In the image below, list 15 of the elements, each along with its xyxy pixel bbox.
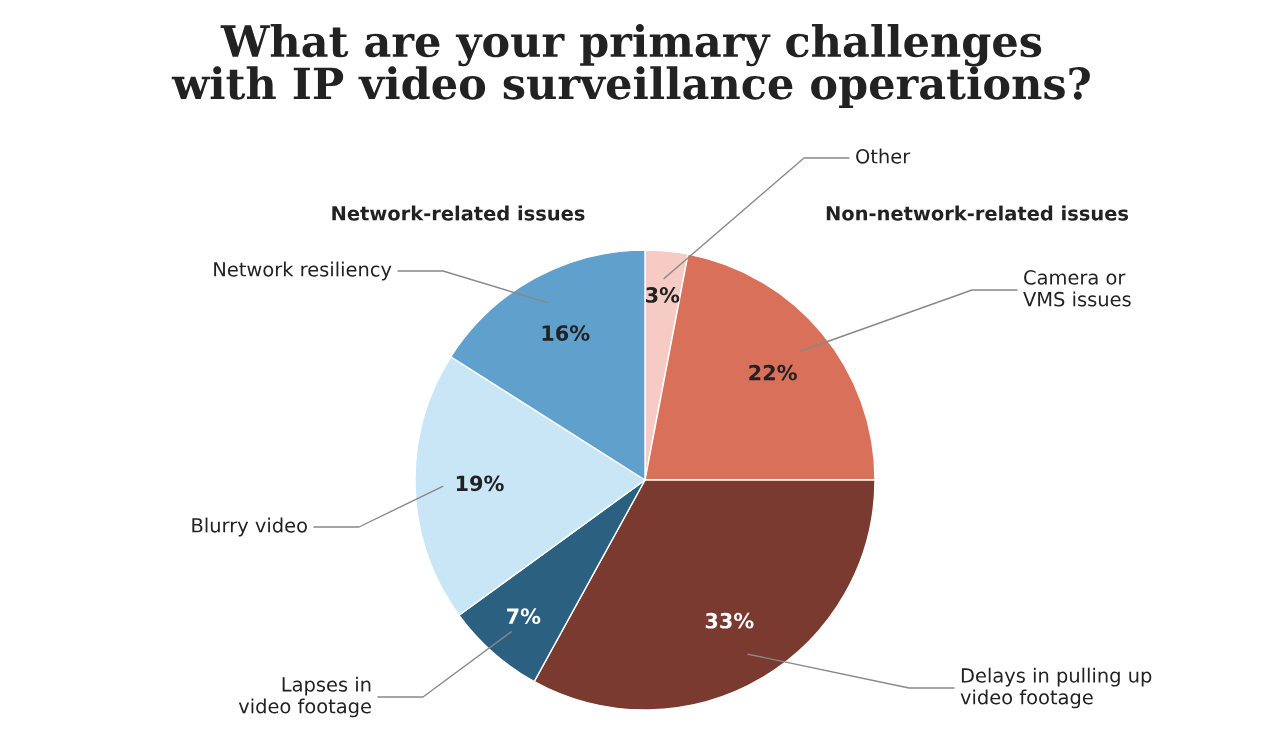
data-label: 7% [507,608,541,625]
chart-title: What are your primary challenges with IP video surveillance operations? [171,24,1090,108]
slice-label: Delays in pulling up video footage [960,667,1152,709]
slice-label: Lapses in video footage [238,676,371,718]
data-label: 22% [749,364,797,381]
slice-label: Blurry video [192,517,307,537]
slice-label: Other [856,148,911,164]
text: Network-related issues [332,205,585,221]
slice-label: Camera or VMS issues [1023,270,1131,307]
text: Non-network-related issues [826,205,1129,221]
data-label: 19% [456,475,504,492]
data-label: 3% [646,287,680,303]
data-label: 16% [542,325,590,341]
data-label: 33% [705,612,754,629]
slice-label: Network resiliency [214,261,392,281]
